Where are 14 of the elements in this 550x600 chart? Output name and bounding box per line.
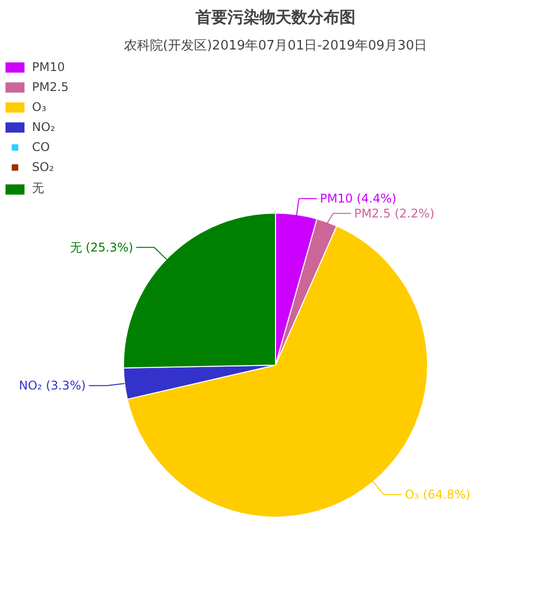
chart-title: 首要污染物天数分布图 xyxy=(194,8,356,26)
category-label: O₃ (64.8%) xyxy=(404,488,470,502)
legend-label: 无 xyxy=(32,180,45,197)
legend-label: PM2.5 xyxy=(32,80,69,94)
legend-label: O₃ xyxy=(32,100,48,114)
legend-label: NO₂ xyxy=(32,120,56,134)
category-label: PM10 (4.4%) xyxy=(320,192,396,206)
legend-label: PM10 xyxy=(32,60,65,74)
legend-label: CO xyxy=(32,140,51,154)
category-label: 无 (25.3%) xyxy=(70,240,134,254)
legend-label: SO₂ xyxy=(32,160,54,174)
category-label: PM2.5 (2.2%) xyxy=(354,206,434,220)
category-label: NO₂ (3.3%) xyxy=(18,378,86,393)
chart-subtitle: 农科院(开发区)2019年07月01日-2019年09月30日 xyxy=(124,38,428,54)
